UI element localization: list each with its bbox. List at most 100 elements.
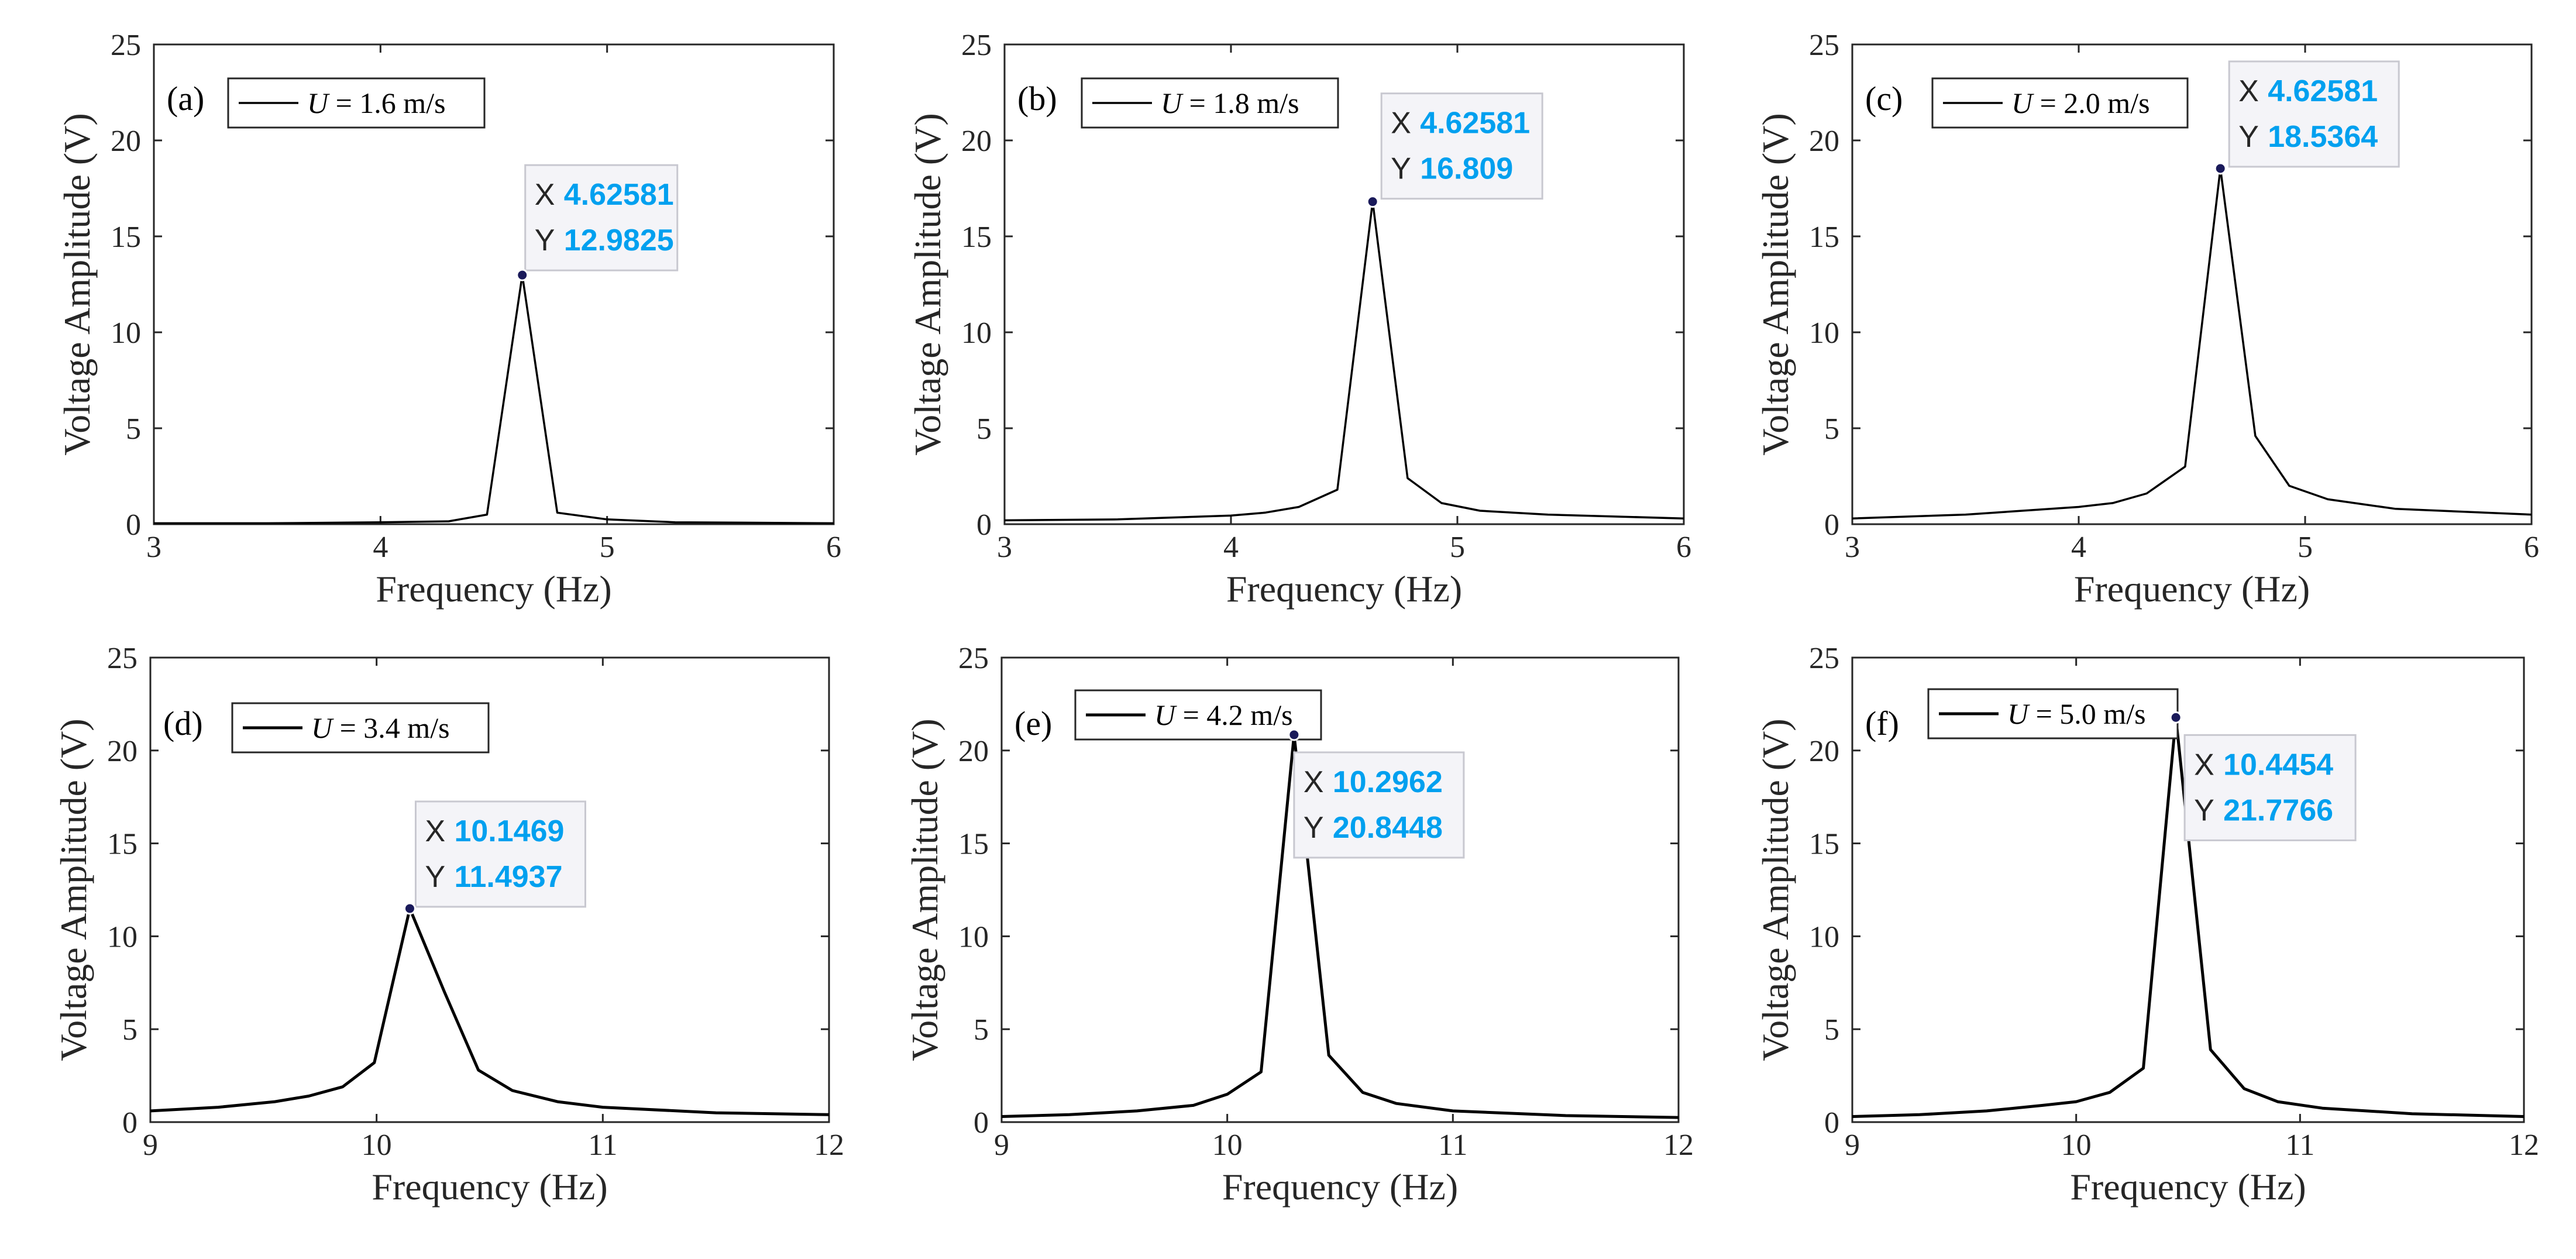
- legend-value: = 2.0 m/s: [2032, 87, 2149, 119]
- panel-b: 3 4 5 6 0 5 10 15 20 25 Frequency (Hz) Voltage Ampl…: [907, 29, 1691, 610]
- x-axis-label: Frequency (Hz): [1222, 1166, 1458, 1208]
- datatip: X 10.1469 Y 11.4937: [403, 800, 586, 915]
- legend: U = 5.0 m/s: [1927, 688, 2179, 739]
- legend-label: U = 4.2 m/s: [1154, 699, 1293, 731]
- x-tick-label: 11: [588, 1129, 617, 1162]
- panel-f: 9 10 11 12 0 5 10 15 20 25 Frequency (Hz) Voltage A…: [1755, 642, 2539, 1208]
- x-tick-label: 12: [2509, 1129, 2539, 1162]
- y-tick-label: 15: [1809, 828, 1839, 861]
- x-tick-label: 9: [1845, 1129, 1860, 1162]
- x-tick-label: 11: [1438, 1129, 1467, 1162]
- x-tick-label: 12: [814, 1129, 844, 1162]
- y-tick-label: 5: [976, 412, 992, 446]
- legend-label: U = 2.0 m/s: [2011, 87, 2150, 119]
- legend-value: = 4.2 m/s: [1175, 699, 1292, 731]
- panel-label: (f): [1865, 704, 1899, 742]
- datatip-marker: [1288, 728, 1301, 741]
- x-tick-label: 10: [2061, 1129, 2092, 1162]
- x-axis-label: Frequency (Hz): [372, 1166, 607, 1208]
- datatip-y-key: Y: [425, 860, 445, 894]
- panel-label: (c): [1865, 80, 1903, 118]
- legend: U = 3.4 m/s: [231, 702, 490, 754]
- legend-symbol: U: [2007, 697, 2030, 730]
- y-axis-label: Voltage Amplitude (V): [1755, 113, 1796, 455]
- y-tick-label: 0: [974, 1106, 989, 1140]
- x-tick-label: 4: [373, 531, 388, 564]
- legend-symbol: U: [2011, 87, 2034, 119]
- y-axis-label: Voltage Amplitude (V): [56, 113, 98, 455]
- x-tick-label: 6: [1676, 531, 1691, 564]
- datatip-y-value: 16.809: [1420, 152, 1513, 186]
- datatip-x-key: X: [1391, 106, 1411, 140]
- series-line: [1852, 716, 2525, 1118]
- x-tick-label: 10: [362, 1129, 392, 1162]
- datatip-marker: [516, 269, 529, 281]
- y-tick-label: 20: [1809, 125, 1839, 158]
- y-tick-label: 5: [122, 1013, 137, 1047]
- y-tick-label: 0: [976, 508, 992, 542]
- datatip-marker: [2169, 711, 2182, 724]
- panel-c: 3 4 5 6 0 5 10 15 20 25 Frequency (Hz) Voltage Ampl…: [1755, 29, 2539, 610]
- y-tick-label: 0: [126, 508, 141, 542]
- datatip-y-value: 21.7766: [2223, 793, 2333, 827]
- legend-value: = 3.4 m/s: [332, 711, 449, 744]
- y-tick-label: 5: [1824, 412, 1839, 446]
- y-tick-label: 20: [111, 125, 141, 158]
- datatip-marker: [2214, 162, 2227, 175]
- datatip-y-key: Y: [535, 223, 555, 257]
- datatip: X 10.2962 Y 20.8448: [1288, 728, 1465, 859]
- x-axis-label: Frequency (Hz): [2074, 568, 2310, 610]
- datatip: X 4.62581 Y 16.809: [1366, 92, 1543, 208]
- y-tick-label: 5: [974, 1013, 989, 1047]
- datatip-box: [2228, 60, 2400, 168]
- datatip-x-value: 4.62581: [2268, 74, 2378, 108]
- datatip-marker: [403, 902, 416, 915]
- datatip-y-value: 18.5364: [2268, 120, 2378, 154]
- x-tick-label: 3: [146, 531, 161, 564]
- datatip-y-value: 12.9825: [564, 223, 674, 257]
- panel-label: (b): [1017, 80, 1057, 118]
- panel-label: (a): [167, 80, 204, 118]
- series-line: [150, 907, 830, 1116]
- y-tick-label: 20: [961, 125, 992, 158]
- y-tick-label: 25: [107, 642, 137, 675]
- datatip: X 4.62581 Y 18.5364: [2214, 60, 2400, 175]
- x-tick-label: 6: [2524, 531, 2539, 564]
- panel-d: 9 10 11 12 0 5 10 15 20 25 Frequency (Hz) Voltage A…: [53, 642, 844, 1208]
- datatip-box: [1293, 751, 1465, 859]
- panel-e: 9 10 11 12 0 5 10 15 20 25 Frequency (Hz) Voltage A…: [904, 642, 1694, 1208]
- datatip: X 10.4454 Y 21.7766: [2169, 711, 2357, 841]
- y-tick-label: 25: [961, 29, 992, 62]
- x-axis-label: Frequency (Hz): [376, 568, 611, 610]
- legend-symbol: U: [311, 711, 334, 744]
- panel-label: (d): [163, 704, 203, 742]
- datatip-x-key: X: [2238, 74, 2259, 108]
- y-tick-label: 20: [1809, 735, 1839, 768]
- series-line: [1852, 167, 2532, 520]
- x-tick-label: 9: [994, 1129, 1009, 1162]
- datatip-x-value: 10.4454: [2223, 748, 2333, 782]
- x-tick-label: 9: [143, 1129, 158, 1162]
- datatip-x-value: 4.62581: [564, 178, 674, 212]
- datatip-box: [1380, 92, 1543, 200]
- y-tick-label: 5: [126, 412, 141, 446]
- y-tick-label: 20: [107, 735, 137, 768]
- y-tick-label: 15: [1809, 221, 1839, 254]
- datatip-y-key: Y: [1304, 811, 1324, 845]
- y-axis-label: Voltage Amplitude (V): [53, 718, 94, 1061]
- datatip-box: [2183, 734, 2357, 841]
- datatip: X 4.62581 Y 12.9825: [516, 164, 679, 281]
- y-tick-label: 0: [1824, 1106, 1839, 1140]
- legend-symbol: U: [1161, 87, 1184, 119]
- datatip-marker: [1366, 195, 1379, 208]
- y-tick-label: 10: [961, 317, 992, 350]
- datatip-x-key: X: [425, 814, 445, 848]
- x-tick-label: 3: [1845, 531, 1860, 564]
- y-axis-label: Voltage Amplitude (V): [904, 718, 945, 1061]
- y-tick-label: 5: [1824, 1013, 1839, 1047]
- y-tick-label: 15: [111, 221, 141, 254]
- datatip-y-key: Y: [1391, 152, 1411, 186]
- panel-label: (e): [1014, 704, 1052, 742]
- y-tick-label: 15: [107, 828, 137, 861]
